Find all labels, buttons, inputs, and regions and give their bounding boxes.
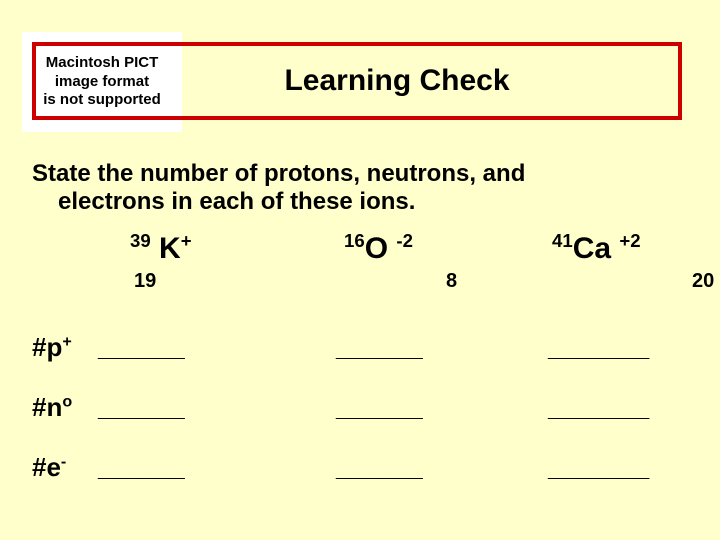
ion-ca: 41Ca +2 [552, 230, 641, 266]
ion-ca-symbol: Ca [573, 232, 611, 265]
page-title: Learning Check [284, 64, 509, 98]
ion-o: 16O -2 [344, 230, 413, 266]
ion-o-symbol: O [365, 232, 388, 265]
row-labels: #p+ #no #e- [32, 332, 72, 512]
blank-k-n: ______ [98, 392, 185, 452]
atomic-o: 8 [446, 270, 457, 293]
prompt-line-1: State the number of protons, neutrons, a… [32, 160, 525, 187]
ion-k-charge: + [181, 230, 192, 251]
blank-o-e: ______ [336, 452, 423, 512]
blanks-col-1: ______ ______ ______ [98, 332, 185, 512]
ion-k: 39 K+ [130, 230, 192, 266]
blank-k-e: ______ [98, 452, 185, 512]
blank-o-n: ______ [336, 392, 423, 452]
ion-o-mass: 16 [344, 230, 365, 251]
label-e-prefix: #e [32, 452, 61, 482]
label-protons: #p+ [32, 332, 72, 392]
label-n-sup: o [62, 392, 72, 410]
ion-k-mass: 39 [130, 230, 151, 251]
label-p-prefix: #p [32, 332, 62, 362]
blank-k-p: ______ [98, 332, 185, 392]
ion-ca-charge: +2 [619, 230, 640, 251]
prompt-text: State the number of protons, neutrons, a… [32, 160, 692, 215]
ion-o-charge: -2 [396, 230, 413, 251]
label-neutrons: #no [32, 392, 72, 452]
blank-o-p: ______ [336, 332, 423, 392]
label-electrons: #e- [32, 452, 72, 512]
blank-ca-e: _______ [548, 452, 649, 512]
atomic-ca: 20 [692, 270, 714, 293]
label-p-sup: + [62, 332, 71, 350]
label-e-sup: - [61, 452, 66, 470]
label-n-prefix: #n [32, 392, 62, 422]
prompt-line-2: electrons in each of these ions. [58, 188, 692, 216]
blanks-col-3: _______ _______ _______ [548, 332, 649, 512]
title-box: Learning Check [32, 42, 682, 120]
blanks-col-2: ______ ______ ______ [336, 332, 423, 512]
atomic-k: 19 [134, 270, 156, 293]
ion-k-symbol: K [159, 232, 181, 265]
ion-ca-mass: 41 [552, 230, 573, 251]
blank-ca-p: _______ [548, 332, 649, 392]
blank-ca-n: _______ [548, 392, 649, 452]
